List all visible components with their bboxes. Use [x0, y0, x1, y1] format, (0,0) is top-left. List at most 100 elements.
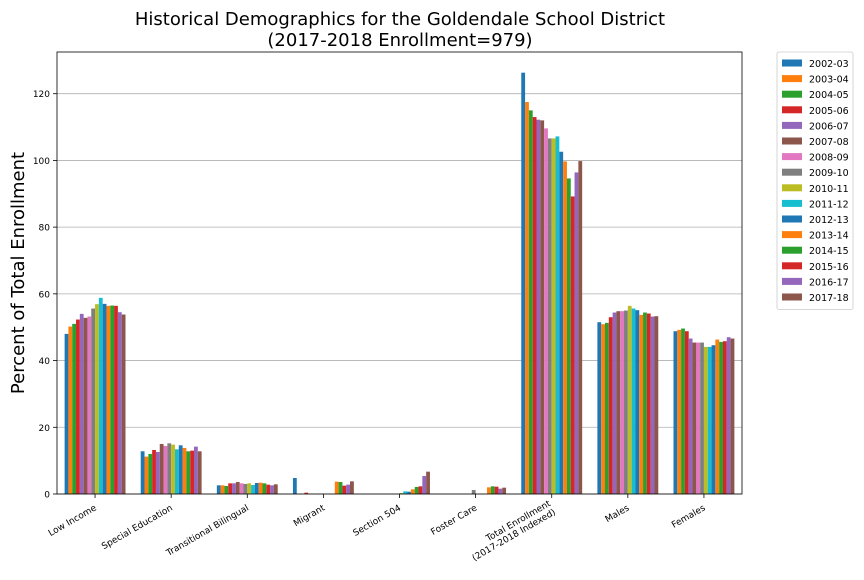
bar	[220, 485, 225, 494]
legend-label: 2013-14	[809, 231, 849, 242]
bar	[605, 322, 609, 494]
bar	[140, 451, 145, 494]
bar	[566, 178, 571, 494]
bar	[155, 451, 160, 494]
bar	[730, 338, 735, 494]
legend-label: 2003-04	[809, 75, 849, 86]
bar	[650, 316, 655, 494]
y-tick-label: 60	[39, 290, 51, 300]
legend-swatch	[782, 215, 802, 223]
legend-box	[776, 51, 854, 311]
bar	[471, 489, 476, 494]
bar	[536, 119, 541, 494]
bar	[597, 322, 602, 494]
bar	[426, 471, 430, 494]
y-axis-label: Percent of Total Enrollment	[8, 152, 29, 394]
legend-swatch	[782, 184, 802, 192]
bar	[555, 136, 560, 495]
bar	[171, 444, 175, 494]
x-tick-label-group: Special Education	[100, 503, 174, 552]
legend-swatch	[782, 137, 802, 145]
bar	[681, 328, 685, 494]
bar	[117, 312, 122, 494]
bar	[624, 310, 628, 494]
bar	[167, 443, 172, 494]
x-tick-label: Section 504	[352, 503, 404, 539]
bar	[148, 453, 153, 494]
bar	[544, 128, 548, 495]
bars-layer	[64, 72, 735, 495]
bar	[232, 483, 236, 494]
bar	[559, 151, 564, 494]
legend: 2002-03 2003-04 2004-05 2005-06 2006-07 2007-…	[776, 51, 854, 311]
legend-swatch	[782, 293, 802, 301]
bar	[601, 324, 605, 494]
legend-swatch	[782, 90, 802, 98]
chart-title-line2: (2017-2018 Enrollment=979)	[267, 30, 532, 51]
bar	[707, 346, 712, 494]
x-tick-label-group: Total Enrollment(2017-2018 Indexed)	[471, 499, 558, 564]
x-tick-label: Foster Care	[429, 503, 479, 538]
legend-label: 2017-18	[809, 293, 849, 304]
bar	[692, 342, 697, 494]
x-tick-label-group: Low Income	[47, 503, 99, 539]
bar	[688, 338, 693, 494]
x-tick-label-group: Females	[670, 503, 708, 530]
y-tick-label: 120	[33, 90, 50, 100]
bar	[251, 484, 255, 494]
legend-label: 2010-11	[809, 184, 849, 195]
legend-label: 2002-03	[809, 59, 849, 70]
bar	[525, 102, 529, 495]
x-tick-label-group: Males	[604, 503, 632, 525]
bar	[719, 341, 723, 494]
bar	[620, 311, 625, 494]
bar	[216, 485, 221, 494]
y-tick-label: 100	[33, 157, 50, 167]
bar	[239, 483, 244, 494]
bar	[494, 486, 499, 494]
bar	[228, 483, 233, 494]
bar	[643, 312, 647, 494]
x-tick-label: Migrant	[292, 503, 327, 529]
bar	[715, 339, 720, 494]
legend-label: 2011-12	[809, 199, 849, 210]
legend-label: 2012-13	[809, 215, 849, 226]
bar	[266, 484, 271, 494]
bar	[76, 319, 80, 494]
bar	[334, 481, 339, 494]
x-tick-label-group: Section 504	[352, 503, 404, 539]
bar	[346, 484, 351, 494]
bar	[190, 450, 194, 494]
bar	[114, 305, 118, 494]
legend-label: 2004-05	[809, 90, 849, 101]
bar	[487, 487, 491, 494]
bar	[342, 485, 347, 494]
plot-frame	[56, 51, 743, 495]
bar	[79, 313, 84, 494]
legend-label: 2016-17	[809, 277, 849, 288]
bar	[574, 172, 579, 495]
y-tick-label: 40	[39, 357, 51, 367]
bar	[262, 483, 267, 494]
x-tick-label-group: Transitional Bilingual	[164, 503, 251, 559]
bar	[547, 138, 552, 494]
bar	[410, 489, 415, 494]
bar	[254, 482, 259, 494]
x-tick-label: Females	[670, 503, 708, 530]
bar	[608, 317, 613, 494]
x-tick-label: Transitional Bilingual	[164, 503, 251, 559]
x-tick-label-group: Migrant	[292, 503, 327, 529]
y-tick-label: 0	[44, 491, 50, 501]
bar	[87, 316, 92, 494]
legend-swatch	[782, 75, 802, 83]
bar	[654, 316, 659, 494]
bar	[194, 446, 198, 494]
bar	[83, 317, 88, 494]
bar	[98, 297, 103, 494]
legend-swatch	[782, 59, 802, 67]
bar	[502, 487, 507, 494]
x-tick-label: Low Income	[47, 503, 99, 539]
bar	[178, 445, 183, 494]
bar	[551, 138, 556, 494]
bar	[528, 110, 533, 495]
